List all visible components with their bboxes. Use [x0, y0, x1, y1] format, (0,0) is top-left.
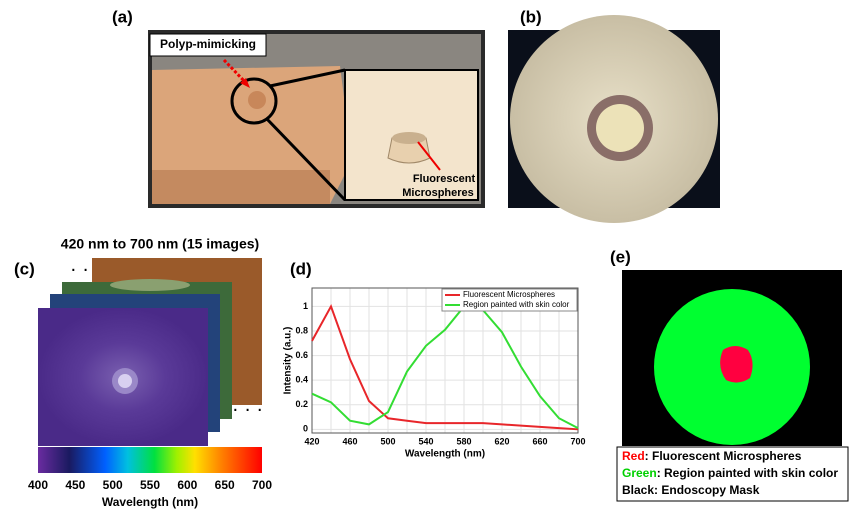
- legend-label: Region painted with skin color: [463, 300, 570, 309]
- legend-text: : Endoscopy Mask: [654, 483, 760, 497]
- polyp: [248, 91, 266, 109]
- colorbar-tick: 500: [103, 478, 123, 492]
- x-tick-label: 700: [570, 436, 585, 446]
- inset-label: Microspheres: [402, 187, 474, 199]
- y-tick-label: 1: [303, 301, 308, 311]
- colorbar-tick: 700: [252, 478, 272, 492]
- x-tick-label: 500: [380, 436, 395, 446]
- colorbar-tick: 450: [65, 478, 85, 492]
- x-axis-label: Wavelength (nm): [405, 449, 485, 460]
- legend-text: : Region painted with skin color: [657, 466, 839, 480]
- colorbar-tick: 600: [177, 478, 197, 492]
- polyp-glow: [118, 374, 132, 388]
- inset-top: [392, 132, 426, 144]
- colorbar-tick: 650: [215, 478, 235, 492]
- dots: · ·: [70, 258, 89, 280]
- y-tick-label: 0.8: [295, 325, 308, 335]
- y-tick-label: 0: [303, 424, 308, 434]
- panel-label: (b): [520, 7, 542, 26]
- microsphere-region: [720, 346, 752, 383]
- y-axis-label: Intensity (a.u.): [283, 327, 294, 395]
- inset-label: Fluorescent: [413, 173, 476, 185]
- x-tick-label: 580: [456, 436, 471, 446]
- panel-label: (d): [290, 259, 312, 278]
- legend-entry: Red: Fluorescent Microspheres: [622, 449, 802, 463]
- colorbar-tick: 400: [28, 478, 48, 492]
- phantom-side: [152, 170, 330, 204]
- colorbar: [38, 447, 262, 473]
- y-tick-label: 0.2: [295, 399, 308, 409]
- legend-key: Red: [622, 449, 645, 463]
- panel-label: (e): [610, 247, 631, 266]
- panel-label: (a): [112, 7, 133, 26]
- y-tick-label: 0.6: [295, 350, 308, 360]
- x-tick-label: 540: [418, 436, 433, 446]
- x-tick-label: 460: [342, 436, 357, 446]
- polyp-top: [596, 104, 644, 152]
- colorbar-tick: 550: [140, 478, 160, 492]
- y-tick-label: 0.4: [295, 375, 308, 385]
- colorbar-label: Wavelength (nm): [102, 495, 198, 509]
- x-tick-label: 620: [494, 436, 509, 446]
- legend-key: Black: [622, 483, 654, 497]
- panel-label: (c): [14, 259, 35, 278]
- legend-entry: Green: Region painted with skin color: [622, 466, 838, 480]
- legend-entry: Black: Endoscopy Mask: [622, 483, 760, 497]
- legend-label: Fluorescent Microspheres: [463, 290, 555, 299]
- legend-key: Green: [622, 466, 657, 480]
- x-tick-label: 660: [532, 436, 547, 446]
- figure: (a) Fluorescent Microspheres Polyp-mimic…: [0, 0, 852, 512]
- x-tick-label: 420: [304, 436, 319, 446]
- callout: Polyp-mimicking: [160, 37, 256, 51]
- slice-glow: [110, 279, 190, 291]
- legend-text: : Fluorescent Microspheres: [645, 449, 802, 463]
